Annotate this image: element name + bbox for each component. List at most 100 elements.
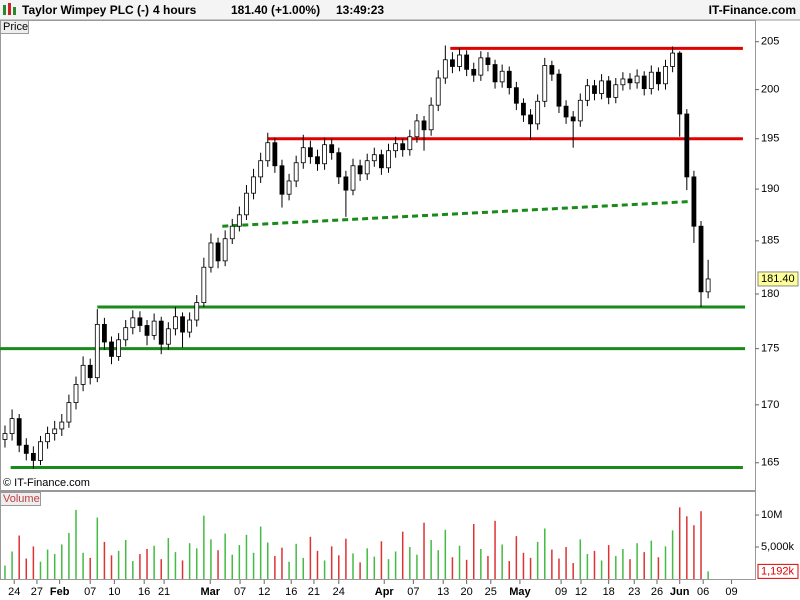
candle-body (2, 433, 8, 440)
x-tick-label: Jun (670, 586, 690, 598)
y-tick-label: 180 (761, 288, 779, 300)
candle-body (87, 364, 93, 379)
y-tick-label: 205 (761, 36, 779, 48)
candle-body (421, 120, 427, 131)
volume-bar (132, 561, 134, 579)
x-tick-label: 18 (603, 586, 615, 598)
candle-body (400, 143, 406, 151)
candle-body (307, 147, 313, 158)
candle-body (315, 156, 320, 165)
candle-body (194, 302, 200, 321)
volume-bar (89, 557, 91, 579)
candle-body (30, 452, 36, 461)
candle-body (180, 316, 185, 333)
candle-body (201, 266, 207, 304)
y-tick-label: 10M (761, 509, 782, 521)
volume-bar (181, 560, 184, 579)
x-tick-label: 16 (285, 586, 297, 598)
x-tick-label: 23 (628, 586, 640, 598)
volume-bar (508, 561, 511, 579)
volume-bar (167, 538, 170, 579)
volume-bar (373, 556, 376, 579)
candle-body (52, 428, 58, 434)
candle-body (499, 70, 505, 83)
candle-body (656, 71, 661, 85)
candle-body (59, 421, 65, 430)
candle-body (528, 114, 533, 125)
last-value-label: 1,192k (761, 565, 795, 577)
volume-bar (401, 531, 404, 579)
x-tick-label: 27 (31, 586, 43, 598)
candle-body (442, 59, 448, 79)
x-tick-label: 09 (555, 586, 567, 598)
volume-bar (46, 549, 49, 579)
volume-bar (444, 529, 447, 579)
volume-bar (600, 560, 603, 579)
volume-bar (352, 553, 354, 579)
candle-body (187, 319, 193, 333)
price-pane (0, 20, 756, 491)
volume-bar (629, 559, 631, 579)
volume-bar (678, 507, 681, 579)
x-tick-label: Mar (200, 586, 220, 598)
candle-body (23, 444, 29, 454)
volume-bar (686, 516, 688, 579)
volume-bar (4, 565, 6, 579)
volume-bar (103, 541, 106, 579)
volume-bar (259, 526, 262, 579)
volume-pane (0, 491, 756, 580)
volume-bar (636, 543, 638, 579)
volume-bar (295, 543, 297, 579)
volume-bar (210, 539, 212, 579)
candle-body (513, 87, 519, 104)
volume-bar (664, 546, 667, 579)
volume-bar (61, 544, 63, 579)
candle-body (506, 70, 512, 89)
header-brand: IT-Finance.com (709, 3, 796, 17)
candle-body (556, 73, 562, 107)
x-tick-label: May (509, 586, 531, 598)
y-tick-label: 175 (761, 343, 779, 355)
volume-bar (515, 536, 518, 579)
candle-body (670, 52, 676, 67)
x-tick-label: 21 (158, 586, 170, 598)
x-tick-label: 07 (84, 586, 96, 598)
candle-body (450, 59, 455, 67)
candle-body (173, 316, 178, 330)
candle-body (272, 142, 278, 167)
candle-body (570, 116, 576, 122)
candle-body (329, 144, 335, 154)
candle-body (102, 323, 107, 343)
volume-bar (551, 549, 553, 579)
volume-bar (238, 545, 241, 579)
candle-body (577, 99, 583, 122)
candle-body (208, 242, 214, 268)
volume-bar (529, 557, 532, 579)
x-tick-label: 24 (333, 586, 345, 598)
volume-bar (622, 548, 624, 579)
volume-bar (586, 554, 589, 579)
x-tick-label: 13 (437, 586, 449, 598)
candle-body (648, 71, 654, 90)
level-line (222, 199, 693, 228)
volume-bar (75, 509, 77, 579)
header-interval: 4 hours (153, 3, 197, 17)
header-title: Taylor Wimpey PLC (-) (22, 3, 149, 17)
candle-body (414, 120, 420, 138)
volume-bar (316, 550, 319, 579)
x-tick-label: 10 (108, 586, 120, 598)
candle-body (9, 418, 15, 434)
y-tick-label: 5,000k (761, 541, 795, 553)
candle-body (222, 238, 228, 262)
candle-body (471, 68, 477, 76)
y-tick-label: 165 (761, 457, 779, 469)
x-tick-label: 07 (407, 586, 419, 598)
volume-bar (544, 528, 546, 579)
pane-label: Price (3, 21, 28, 33)
volume-bar (579, 539, 582, 579)
x-tick-label: 09 (725, 586, 737, 598)
candle-body (691, 176, 697, 227)
x-tick-label: 07 (234, 586, 246, 598)
volume-bar (487, 555, 489, 579)
volume-bar (465, 559, 468, 579)
